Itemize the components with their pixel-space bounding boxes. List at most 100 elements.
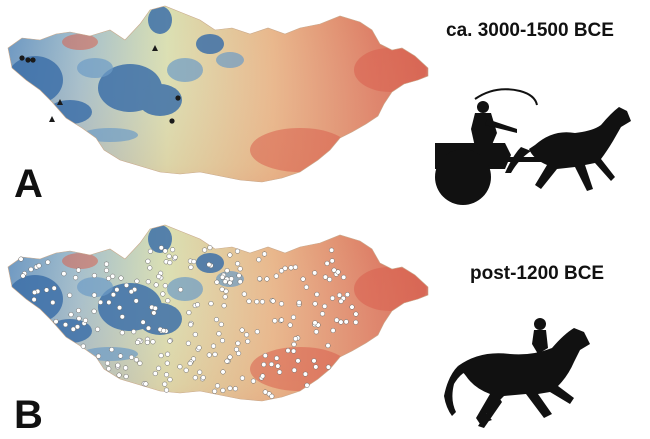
site-marker [68,312,74,318]
site-marker [104,360,111,366]
site-marker [188,322,194,328]
site-marker [292,264,298,270]
site-marker [187,360,193,366]
site-marker [110,292,116,298]
site-marker [188,264,194,270]
site-marker [114,287,120,293]
site-marker [206,262,212,268]
site-marker [167,260,173,266]
site-marker [264,276,270,282]
site-marker [295,358,301,364]
site-marker [313,364,319,370]
site-marker [335,269,341,275]
site-marker [61,271,67,277]
site-marker [191,259,197,265]
panel-a: A ca. 3000-1500 BCE [0,0,650,219]
site-marker [117,305,123,311]
site-marker [169,118,175,124]
site-marker [153,282,159,288]
site-marker [330,327,336,334]
horse-rider-silhouette [444,318,590,428]
site-marker [103,261,110,267]
site-marker [220,387,226,393]
site-markers [18,245,359,399]
site-marker [239,327,245,333]
site-marker [275,363,281,369]
site-marker [123,282,130,288]
site-marker [170,247,176,253]
site-marker [19,55,25,61]
site-marker [237,266,243,272]
site-marker [116,372,122,378]
site-marker [254,329,260,335]
site-marker [167,338,173,344]
site-marker [175,95,181,101]
site-marker [165,351,171,357]
site-marker [53,319,59,325]
site-marker [250,378,256,384]
site-marker [109,347,115,353]
period-label: ca. 3000-1500 BCE [446,20,614,41]
site-marker [97,299,104,305]
site-marker [227,252,233,258]
site-marker [177,364,183,370]
site-marker [235,340,241,346]
site-marker [325,343,331,349]
site-marker [95,353,102,359]
site-marker [256,257,262,263]
site-marker [115,362,121,368]
site-marker [221,303,227,309]
site-marker [133,357,139,363]
site-marker [44,287,50,293]
site-marker [31,297,37,303]
site-marker [287,322,293,328]
site-marker [119,330,125,336]
site-marker [278,301,285,307]
site-marker [152,370,158,377]
site-marker [353,319,359,325]
site-marker [273,273,279,279]
site-marker [235,261,241,267]
site-marker [95,326,101,332]
site-marker [312,270,318,276]
site-marker [162,248,168,254]
site-marker [28,266,34,272]
site-marker [110,273,116,279]
site-marker [237,279,243,285]
elevation-map [7,5,429,183]
site-marker [207,245,213,251]
site-marker [152,305,158,311]
site-marker [160,291,166,297]
site-marker [67,292,73,298]
site-marker [300,276,306,282]
site-marker [164,360,170,366]
site-marker-triangle [152,45,158,51]
site-marker [161,328,167,334]
site-marker [82,317,89,323]
site-marker [76,307,82,314]
site-marker [70,326,76,332]
site-marker [223,288,229,294]
period-label: post-1200 BCE [470,263,605,284]
site-marker [353,311,359,317]
site-marker [62,322,69,328]
panel-b: B post-1200 BCE [0,219,650,439]
site-marker [76,315,82,322]
site-marker [302,371,308,377]
site-marker [259,299,265,305]
site-marker [338,319,344,325]
site-marker [119,314,125,320]
site-marker [269,393,275,399]
site-marker [341,274,347,280]
site-marker [51,285,57,291]
site-marker [156,273,162,280]
site-marker [327,276,333,283]
site-marker [222,294,228,300]
site-marker [227,385,233,391]
site-marker [192,375,198,381]
site-marker [172,254,178,260]
site-marker [197,369,203,375]
site-marker [118,275,124,281]
site-marker [338,298,344,304]
site-marker [137,360,143,366]
